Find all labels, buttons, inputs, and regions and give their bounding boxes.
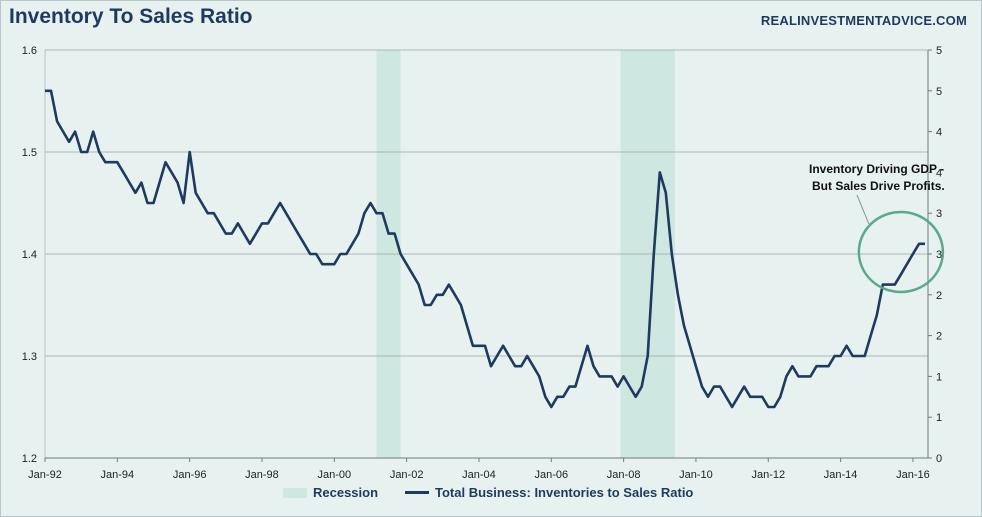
y-left-tick-1.5: 1.5 <box>22 147 37 159</box>
x-tick-Jan-94: Jan-94 <box>101 469 135 481</box>
y-right-tick-5: 3 <box>936 249 942 261</box>
x-tick-Jan-14: Jan-14 <box>824 469 858 481</box>
chart-title: Inventory To Sales Ratio <box>9 5 253 28</box>
annotation-layer: Inventory Driving GDP - But Sales Drive P… <box>809 162 945 294</box>
x-tick-Jan-96: Jan-96 <box>173 469 207 481</box>
y-right-tick-1: 1 <box>936 412 942 424</box>
x-tick-Jan-02: Jan-02 <box>390 469 424 481</box>
y-right-tick-10: 5 <box>936 45 942 57</box>
source-label: REALINVESTMENTADVICE.COM <box>760 13 967 28</box>
legend: Recession Total Business: Inventories to… <box>1 485 981 503</box>
x-tick-Jan-92: Jan-92 <box>28 469 62 481</box>
legend-item-series: Total Business: Inventories to Sales Rat… <box>405 485 693 500</box>
y-left-tick-1.2: 1.2 <box>22 453 37 465</box>
axis-layer: 1.2 1.3 1.4 1.5 1.6 0 1 1 2 2 3 3 4 4 5 5 Jan-92 Jan-94 Ja… <box>22 45 942 481</box>
legend-swatch-recession <box>283 487 307 498</box>
legend-label-recession: Recession <box>313 485 379 500</box>
legend-label-series: Total Business: Inventories to Sales Rat… <box>435 485 694 500</box>
legend-item-recession: Recession <box>283 485 378 500</box>
x-tick-Jan-98: Jan-98 <box>245 469 279 481</box>
x-tick-Jan-10: Jan-10 <box>679 469 713 481</box>
y-right-tick-9: 5 <box>936 86 942 98</box>
x-tick-Jan-06: Jan-06 <box>534 469 568 481</box>
x-tick-Jan-16: Jan-16 <box>896 469 930 481</box>
annotation-leader-line <box>856 194 870 225</box>
legend-swatch-series <box>405 491 429 494</box>
y-right-tick-4: 2 <box>936 290 942 302</box>
y-left-tick-1.4: 1.4 <box>22 249 37 261</box>
y-left-tick-1.6: 1.6 <box>22 45 37 57</box>
y-left-tick-1.3: 1.3 <box>22 351 37 363</box>
x-tick-Jan-12: Jan-12 <box>751 469 785 481</box>
x-tick-Jan-08: Jan-08 <box>607 469 641 481</box>
annotation-text-line-2: But Sales Drive Profits. <box>812 179 945 193</box>
series-line-1 <box>45 89 925 409</box>
annotation-text-line-1: Inventory Driving GDP - <box>809 162 944 176</box>
annotation-circle <box>857 210 945 294</box>
x-tick-Jan-00: Jan-00 <box>317 469 351 481</box>
grid-layer <box>45 49 928 357</box>
y-right-tick-8: 4 <box>936 127 942 139</box>
y-right-tick-6: 3 <box>936 208 942 220</box>
series-layer <box>45 89 925 409</box>
y-right-tick-7: 4 <box>936 167 942 179</box>
y-right-tick-0: 0 <box>936 453 942 465</box>
x-tick-Jan-04: Jan-04 <box>462 469 496 481</box>
y-right-tick-2: 1 <box>936 371 942 383</box>
y-right-tick-3: 2 <box>936 331 942 343</box>
